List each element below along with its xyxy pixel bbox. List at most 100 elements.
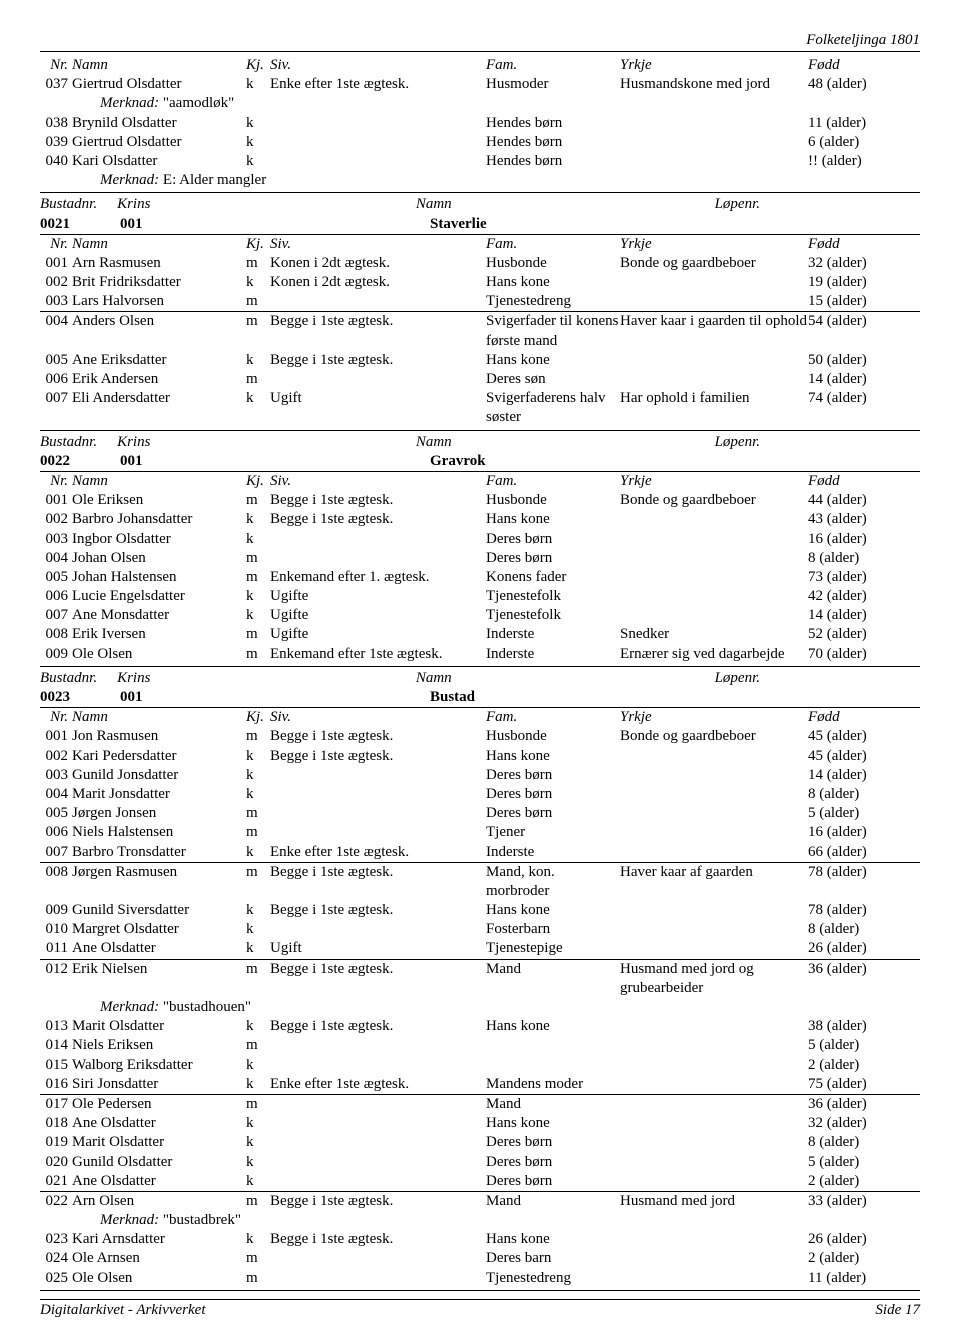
person-sex: k xyxy=(246,1133,270,1152)
person-born: 45 (alder) xyxy=(808,747,910,766)
person-name: Johan Olsen xyxy=(72,549,246,568)
person-name: Ane Eriksdatter xyxy=(72,351,246,370)
person-sex: k xyxy=(246,114,270,133)
person-occupation xyxy=(620,804,808,823)
col-kj: Kj. xyxy=(246,56,270,75)
person-name: Giertrud Olsdatter xyxy=(72,75,246,94)
person-occupation xyxy=(620,510,808,529)
person-row: 022Arn OlsenmBegge i 1ste ægtesk.MandHus… xyxy=(40,1192,920,1211)
person-nr: 001 xyxy=(40,491,72,510)
person-occupation xyxy=(620,785,808,804)
person-fam: Husbonde xyxy=(486,491,620,510)
person-nr: 006 xyxy=(40,370,72,389)
bustad-row: 0022 001 Gravrok xyxy=(40,452,920,472)
person-fam: Hendes børn xyxy=(486,133,620,152)
merknad-text: E: Alder mangler xyxy=(163,172,266,188)
merknad: Merknad: "aamodløk" xyxy=(40,94,920,113)
person-fam: Deres børn xyxy=(486,785,620,804)
person-sex: m xyxy=(246,568,270,587)
person-nr: 022 xyxy=(40,1192,72,1211)
person-civil: Begge i 1ste ægtesk. xyxy=(270,351,486,370)
person-name: Marit Olsdatter xyxy=(72,1133,246,1152)
person-born: 70 (alder) xyxy=(808,645,910,664)
person-occupation xyxy=(620,351,808,370)
person-born: 32 (alder) xyxy=(808,1114,910,1133)
person-name: Jørgen Rasmusen xyxy=(72,863,246,901)
person-row: 005Johan HalstensenmEnkemand efter 1. æg… xyxy=(40,568,920,587)
person-fam: Mandens moder xyxy=(486,1075,620,1094)
person-born: 11 (alder) xyxy=(808,1269,910,1288)
person-born: 75 (alder) xyxy=(808,1075,910,1094)
person-name: Kari Pedersdatter xyxy=(72,747,246,766)
merknad-text: "bustadhouen" xyxy=(163,999,251,1015)
person-fam: Mand, kon. morbroder xyxy=(486,863,620,901)
person-civil: Begge i 1ste ægtesk. xyxy=(270,1017,486,1036)
person-born: 42 (alder) xyxy=(808,587,910,606)
person-row: 017Ole PedersenmMand36 (alder) xyxy=(40,1095,920,1114)
person-occupation xyxy=(620,1153,808,1172)
person-sex: k xyxy=(246,1230,270,1249)
person-nr: 040 xyxy=(40,152,72,171)
person-civil: Begge i 1ste ægtesk. xyxy=(270,727,486,746)
person-sex: m xyxy=(246,645,270,664)
person-name: Jørgen Jonsen xyxy=(72,804,246,823)
page-footer: Digitalarkivet - Arkivverket Side 17 xyxy=(40,1299,920,1319)
person-sex: m xyxy=(246,1249,270,1268)
person-name: Gunild Olsdatter xyxy=(72,1153,246,1172)
person-row: 008Jørgen RasmusenmBegge i 1ste ægtesk.M… xyxy=(40,863,920,901)
person-fam: Hans kone xyxy=(486,510,620,529)
person-row: 002Barbro JohansdatterkBegge i 1ste ægte… xyxy=(40,510,920,529)
person-born: 26 (alder) xyxy=(808,939,910,958)
person-civil xyxy=(270,1172,486,1191)
bustad-row: 0021 001 Staverlie xyxy=(40,215,920,235)
bv-nr: 0021 xyxy=(40,215,120,234)
person-occupation xyxy=(620,530,808,549)
person-civil: Ugift xyxy=(270,939,486,958)
person-row: 011Ane OlsdatterkUgiftTjenestepige26 (al… xyxy=(40,939,920,959)
person-occupation xyxy=(620,843,808,862)
person-name: Brit Fridriksdatter xyxy=(72,273,246,292)
person-sex: k xyxy=(246,747,270,766)
person-row: 008Erik IversenmUgifteIndersteSnedker52 … xyxy=(40,625,920,644)
person-civil xyxy=(270,292,486,311)
person-nr: 017 xyxy=(40,1095,72,1114)
person-name: Ole Olsen xyxy=(72,645,246,664)
person-row: 009Ole OlsenmEnkemand efter 1ste ægtesk.… xyxy=(40,645,920,664)
person-row: 002Kari PedersdatterkBegge i 1ste ægtesk… xyxy=(40,747,920,766)
col-fodd: Fødd xyxy=(808,56,910,75)
person-occupation xyxy=(620,273,808,292)
person-sex: k xyxy=(246,901,270,920)
person-born: 16 (alder) xyxy=(808,823,910,842)
person-civil: Enke efter 1ste ægtesk. xyxy=(270,843,486,862)
person-name: Kari Olsdatter xyxy=(72,152,246,171)
person-name: Giertrud Olsdatter xyxy=(72,133,246,152)
person-name: Lars Halvorsen xyxy=(72,292,246,311)
person-fam: Hendes børn xyxy=(486,152,620,171)
person-nr: 002 xyxy=(40,273,72,292)
column-header-row: Nr. Namn Kj. Siv. Fam. Yrkje Fødd xyxy=(40,56,920,75)
person-occupation xyxy=(620,549,808,568)
person-fam: Husbonde xyxy=(486,254,620,273)
merknad-label: Merknad: xyxy=(100,172,163,188)
person-nr: 021 xyxy=(40,1172,72,1191)
person-civil: Ugift xyxy=(270,389,486,427)
person-row: 020Gunild OlsdatterkDeres børn5 (alder) xyxy=(40,1153,920,1172)
person-fam: Inderste xyxy=(486,645,620,664)
person-born: 19 (alder) xyxy=(808,273,910,292)
person-sex: m xyxy=(246,625,270,644)
person-sex: m xyxy=(246,549,270,568)
merknad: Merknad: "bustadhouen" xyxy=(40,998,920,1017)
person-row: 010Margret OlsdatterkFosterbarn8 (alder) xyxy=(40,920,920,939)
column-header-row: Nr. Namn Kj. Siv. Fam. Yrkje Fødd xyxy=(40,708,920,727)
person-nr: 005 xyxy=(40,351,72,370)
person-fam: Mand xyxy=(486,1095,620,1114)
person-civil xyxy=(270,804,486,823)
person-nr: 012 xyxy=(40,960,72,998)
person-born: 14 (alder) xyxy=(808,606,910,625)
person-sex: m xyxy=(246,491,270,510)
person-born: 52 (alder) xyxy=(808,625,910,644)
person-sex: k xyxy=(246,351,270,370)
merknad-label: Merknad: xyxy=(100,1212,163,1228)
person-nr: 038 xyxy=(40,114,72,133)
person-row: 024Ole ArnsenmDeres barn2 (alder) xyxy=(40,1249,920,1268)
